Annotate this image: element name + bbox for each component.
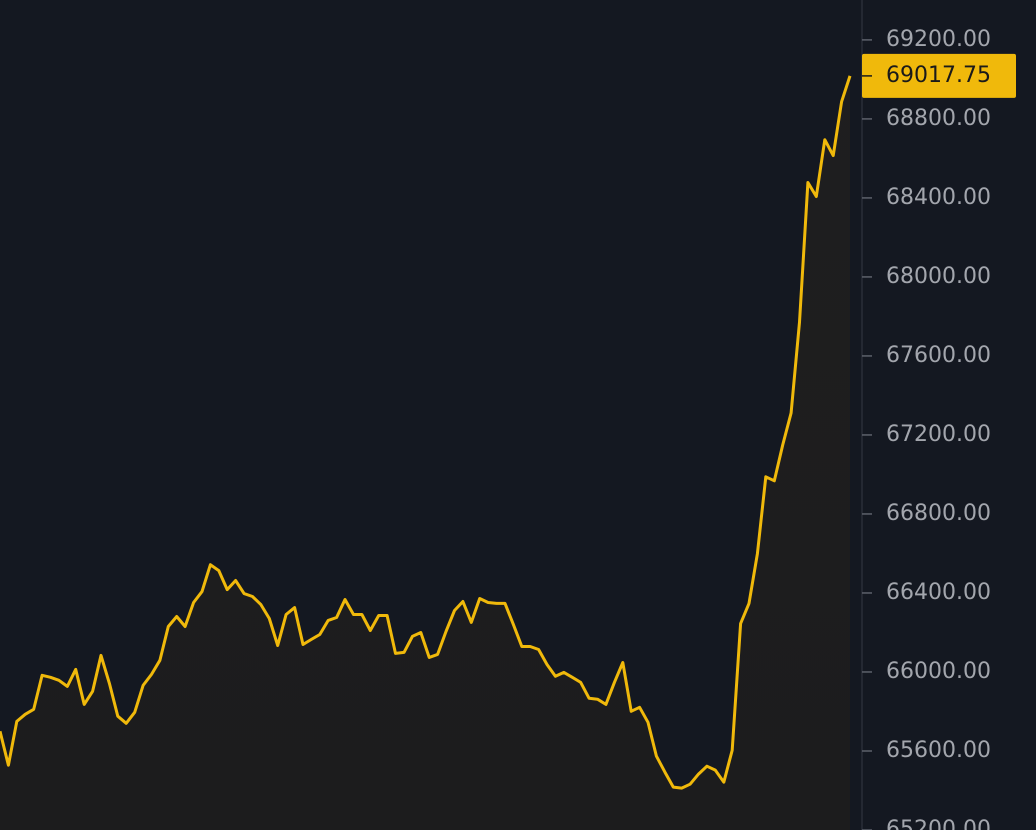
y-tick-label: 68800.00	[886, 106, 991, 131]
y-tick-label: 66000.00	[886, 659, 991, 684]
y-tick-label: 65200.00	[886, 817, 991, 830]
last-price-box	[862, 53, 1016, 98]
y-tick-label: 65600.00	[886, 738, 991, 763]
price-line	[0, 75, 852, 790]
area-fill	[0, 75, 850, 830]
y-tick-label: 66800.00	[886, 501, 991, 526]
y-tick-label: 67200.00	[886, 422, 991, 447]
y-tick-label: 67600.00	[886, 343, 991, 368]
y-tick-label: 66400.00	[886, 580, 991, 605]
y-tick-label: 68400.00	[886, 185, 991, 210]
last-price-label: 69017.75	[886, 63, 991, 88]
y-tick-label: 69200.00	[886, 27, 991, 52]
y-tick-label: 68000.00	[886, 264, 991, 289]
